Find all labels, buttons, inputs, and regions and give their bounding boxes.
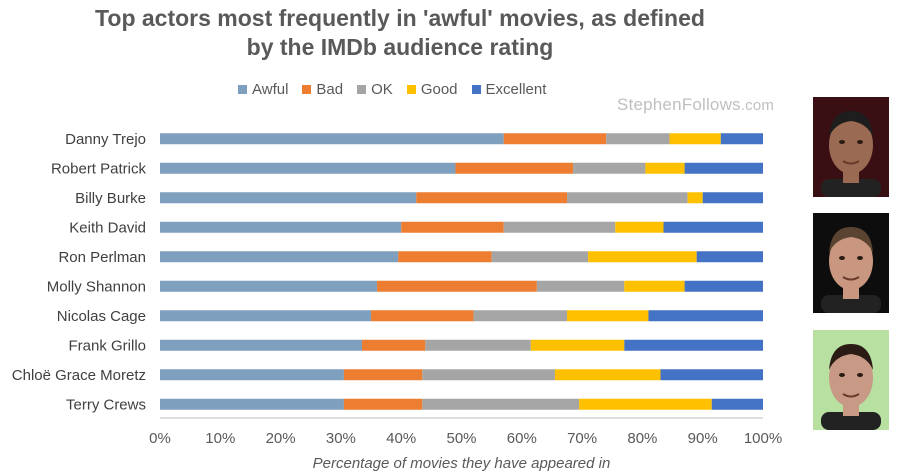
bar-billy-burke-excellent xyxy=(702,192,763,204)
bar-frank-grillo-good xyxy=(530,339,625,351)
legend-label-bad: Bad xyxy=(316,80,344,98)
bar-robert-patrick-ok xyxy=(573,162,646,174)
category-label-billy-burke: Billy Burke xyxy=(75,190,146,207)
bar-molly-shannon-bad xyxy=(377,280,537,292)
chart-title-line-2: by the IMDb audience rating xyxy=(246,34,554,60)
legend-label-ok: OK xyxy=(371,80,393,98)
actor-photo-3 xyxy=(813,330,889,430)
actor-photo-2 xyxy=(813,213,889,313)
watermark: StephenFollows.com xyxy=(617,95,774,115)
category-label-ron-perlman: Ron Perlman xyxy=(58,249,146,266)
bar-danny-trejo-bad xyxy=(503,133,607,145)
watermark-domain: .com xyxy=(740,97,775,114)
category-label-molly-shannon: Molly Shannon xyxy=(47,278,146,295)
legend-swatch-good xyxy=(406,84,416,94)
bar-molly-shannon-ok xyxy=(536,280,625,292)
bar-nicolas-cage-awful xyxy=(160,310,372,322)
legend-swatch-excellent xyxy=(471,84,481,94)
x-tick-label-90: 90% xyxy=(688,430,718,447)
watermark-text: StephenFollows xyxy=(617,95,741,114)
x-tick-label-20: 20% xyxy=(266,430,296,447)
category-label-chloe-grace-moretz: Chloë Grace Moretz xyxy=(12,367,146,384)
legend-swatch-awful xyxy=(238,84,247,94)
x-tick-label-40: 40% xyxy=(386,430,416,447)
bar-robert-patrick-good xyxy=(645,162,685,174)
bar-danny-trejo-good xyxy=(669,133,721,145)
bar-billy-burke-awful xyxy=(160,192,417,204)
x-tick-label-30: 30% xyxy=(326,430,356,447)
bar-ron-perlman-ok xyxy=(491,251,589,263)
bar-billy-burke-good xyxy=(687,192,703,204)
bar-ron-perlman-awful xyxy=(160,251,399,263)
chart-title: Top actors most frequently in 'awful' mo… xyxy=(0,4,800,62)
x-tick-label-0: 0% xyxy=(149,430,171,447)
chart-legend: Awful Bad OK Good Excellent xyxy=(238,80,560,98)
category-label-frank-grillo: Frank Grillo xyxy=(68,337,146,354)
bar-chloe-grace-moretz-awful xyxy=(160,369,344,381)
bar-danny-trejo-awful xyxy=(160,133,504,145)
legend-item-ok: OK xyxy=(357,81,393,98)
bar-robert-patrick-bad xyxy=(455,162,574,174)
legend-item-excellent: Excellent xyxy=(471,80,547,98)
legend-label-good: Good xyxy=(420,80,458,98)
actor-photo-1 xyxy=(813,97,889,197)
legend-label-excellent: Excellent xyxy=(485,80,547,98)
bar-nicolas-cage-ok xyxy=(473,310,568,322)
legend-swatch-bad xyxy=(302,84,312,94)
bar-keith-david-excellent xyxy=(663,221,763,233)
legend-swatch-ok xyxy=(357,84,367,94)
bar-frank-grillo-bad xyxy=(362,339,426,351)
x-tick-label-80: 80% xyxy=(627,430,657,447)
category-label-danny-trejo: Danny Trejo xyxy=(65,131,146,148)
bar-billy-burke-ok xyxy=(567,192,688,204)
x-tick-label-100: 100% xyxy=(744,430,782,447)
bar-terry-crews-awful xyxy=(160,398,344,410)
bar-molly-shannon-good xyxy=(624,280,685,292)
bar-keith-david-ok xyxy=(503,221,616,233)
category-label-keith-david: Keith David xyxy=(69,219,146,236)
bar-terry-crews-ok xyxy=(422,398,580,410)
bar-danny-trejo-excellent xyxy=(720,133,763,145)
bar-molly-shannon-excellent xyxy=(684,280,763,292)
bar-frank-grillo-excellent xyxy=(624,339,763,351)
bar-frank-grillo-awful xyxy=(160,339,363,351)
x-axis-label: Percentage of movies they have appeared … xyxy=(313,455,611,472)
bar-robert-patrick-awful xyxy=(160,162,456,174)
bar-robert-patrick-excellent xyxy=(684,162,763,174)
bar-chloe-grace-moretz-excellent xyxy=(660,369,763,381)
bar-ron-perlman-bad xyxy=(398,251,492,263)
bar-danny-trejo-ok xyxy=(606,133,670,145)
legend-item-good: Good xyxy=(406,80,458,98)
legend-label-awful: Awful xyxy=(252,80,289,98)
bar-billy-burke-bad xyxy=(416,192,568,204)
category-label-terry-crews: Terry Crews xyxy=(66,396,146,413)
bar-frank-grillo-ok xyxy=(425,339,531,351)
bar-chloe-grace-moretz-bad xyxy=(343,369,423,381)
bar-nicolas-cage-bad xyxy=(371,310,474,322)
bar-terry-crews-good xyxy=(579,398,712,410)
bar-nicolas-cage-good xyxy=(567,310,649,322)
bar-terry-crews-bad xyxy=(343,398,423,410)
x-tick-label-60: 60% xyxy=(507,430,537,447)
bar-ron-perlman-excellent xyxy=(696,251,763,263)
x-tick-label-50: 50% xyxy=(446,430,476,447)
bar-chloe-grace-moretz-good xyxy=(554,369,661,381)
bar-keith-david-bad xyxy=(401,221,504,233)
chart-title-line-1: Top actors most frequently in 'awful' mo… xyxy=(95,5,705,31)
bar-chloe-grace-moretz-ok xyxy=(422,369,555,381)
bar-molly-shannon-awful xyxy=(160,280,378,292)
legend-item-awful: Awful xyxy=(238,81,288,98)
bar-keith-david-good xyxy=(615,221,664,233)
category-label-robert-patrick: Robert Patrick xyxy=(51,160,147,177)
bar-terry-crews-excellent xyxy=(711,398,763,410)
category-label-nicolas-cage: Nicolas Cage xyxy=(57,308,146,325)
bar-nicolas-cage-excellent xyxy=(648,310,763,322)
x-tick-label-70: 70% xyxy=(567,430,597,447)
legend-item-bad: Bad xyxy=(302,81,343,98)
x-tick-label-10: 10% xyxy=(205,430,235,447)
bar-ron-perlman-good xyxy=(588,251,697,263)
bar-keith-david-awful xyxy=(160,221,402,233)
